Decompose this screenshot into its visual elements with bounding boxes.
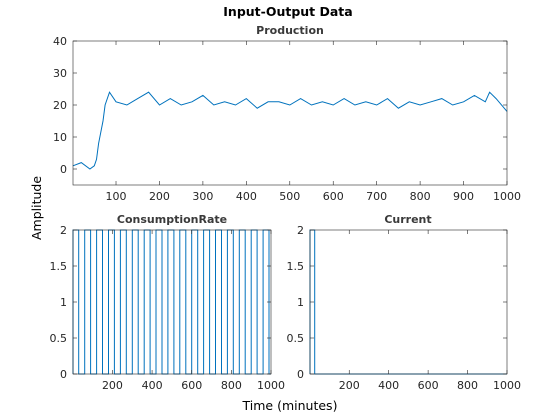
axes-box-2	[309, 229, 508, 375]
x-tick-label: 400	[236, 190, 257, 203]
x-tick-label: 700	[366, 190, 387, 203]
x-tick-label: 400	[378, 379, 399, 392]
x-axis-label: Time (minutes)	[242, 398, 338, 413]
x-tick-label: 800	[410, 190, 431, 203]
subplot-current: Current 200 400 600 800 1000 0 0.5 1 1.5 2	[287, 213, 522, 392]
y-tick-label: 30	[53, 67, 67, 80]
y-tick-label: 2	[297, 224, 304, 237]
subplot-consumption-rate: ConsumptionRate 200 400 600 800 1000 0 0.5 1 1.5…	[50, 213, 286, 392]
y-tick-label: 2	[60, 224, 67, 237]
y-tick-label: 0.5	[50, 332, 68, 345]
subplot-title-consumption-rate: ConsumptionRate	[117, 213, 227, 226]
y-tick-label: 1.5	[287, 260, 305, 273]
subplot-production: Production 100 200 300 400 500 600 700 800 900 10…	[53, 24, 521, 203]
y-tick-label: 1	[297, 296, 304, 309]
x-tick-label: 1000	[493, 379, 521, 392]
x-tick-label: 100	[106, 190, 127, 203]
x-tick-label: 800	[221, 379, 242, 392]
y-tick-label: 20	[53, 99, 67, 112]
data-line-0	[72, 91, 508, 170]
y-tick-label: 0.5	[287, 332, 305, 345]
x-tick-label: 800	[457, 379, 478, 392]
x-tick-label: 1000	[257, 379, 285, 392]
y-tick-label: 0	[60, 368, 67, 381]
y-tick-label: 0	[297, 368, 304, 381]
x-tick-label: 1000	[493, 190, 521, 203]
x-tick-label: 300	[192, 190, 213, 203]
axes-box-0	[72, 40, 508, 186]
x-tick-label: 200	[149, 190, 170, 203]
data-line-1	[72, 229, 271, 375]
x-tick-label: 400	[142, 379, 163, 392]
x-tick-label: 500	[279, 190, 300, 203]
y-tick-label: 1	[60, 296, 67, 309]
subplot-title-production: Production	[256, 24, 324, 37]
y-axis-label: Amplitude	[29, 176, 44, 240]
y-tick-label: 1.5	[50, 260, 68, 273]
subplot-title-current: Current	[384, 213, 431, 226]
data-line-2	[309, 229, 507, 375]
x-tick-label: 600	[323, 190, 344, 203]
x-tick-label: 600	[181, 379, 202, 392]
x-tick-label: 200	[339, 379, 360, 392]
y-tick-label: 0	[60, 163, 67, 176]
x-tick-label: 900	[453, 190, 474, 203]
x-tick-label: 600	[418, 379, 439, 392]
y-tick-label: 40	[53, 35, 67, 48]
y-tick-label: 10	[53, 131, 67, 144]
x-tick-label: 200	[102, 379, 123, 392]
figure-title: Input-Output Data	[223, 4, 352, 19]
